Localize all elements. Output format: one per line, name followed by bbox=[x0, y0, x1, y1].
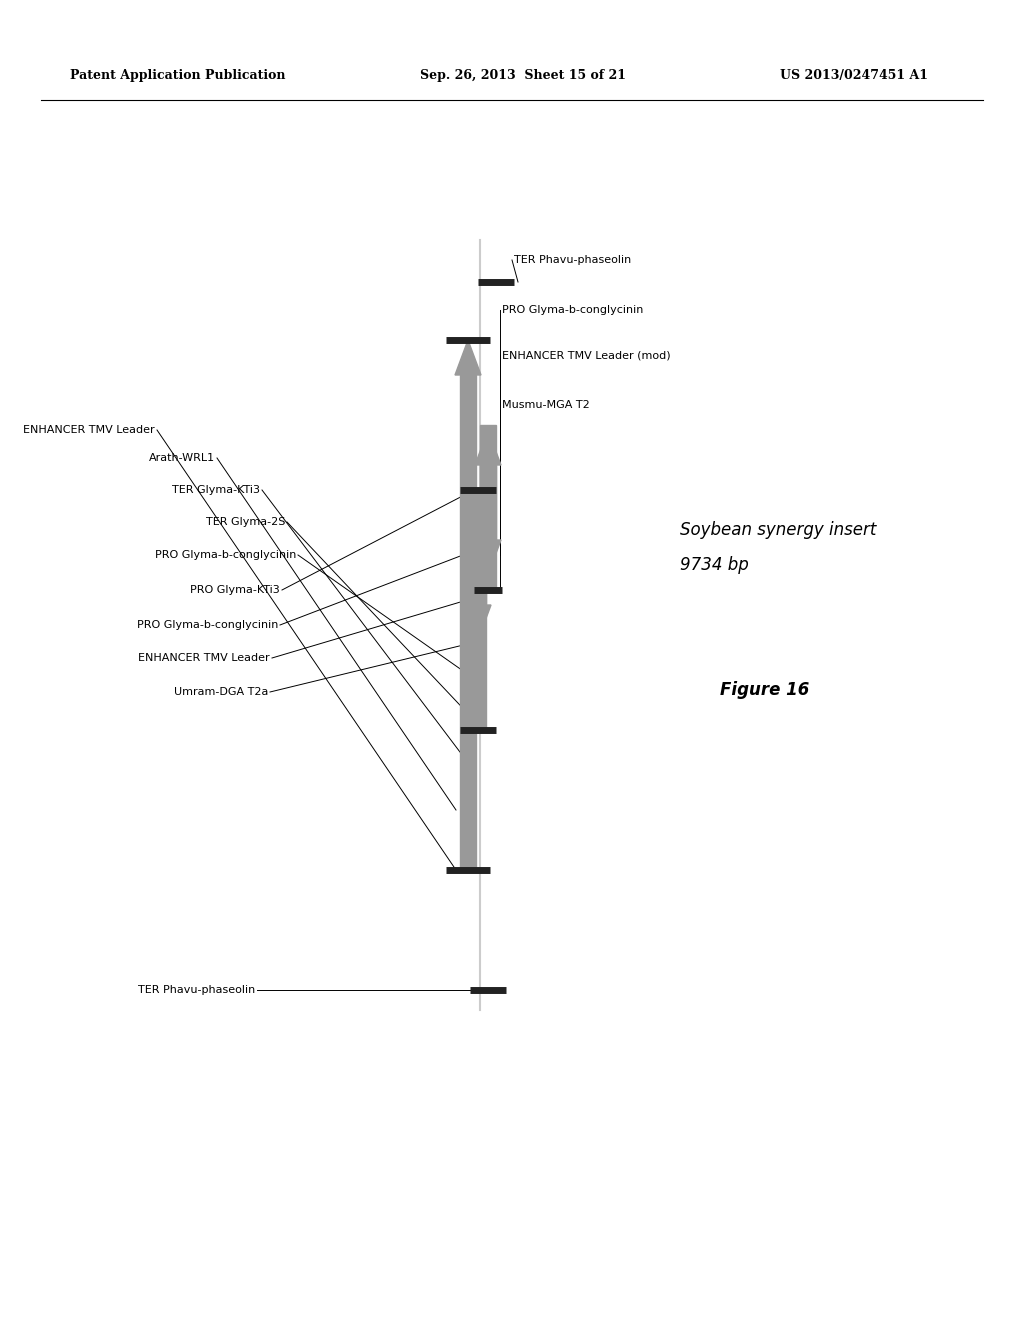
Text: TER Phavu-phaseolin: TER Phavu-phaseolin bbox=[138, 985, 255, 995]
Text: PRO Glyma-b-conglycinin: PRO Glyma-b-conglycinin bbox=[502, 305, 643, 315]
Polygon shape bbox=[475, 430, 501, 465]
Text: US 2013/0247451 A1: US 2013/0247451 A1 bbox=[780, 69, 928, 82]
Bar bbox=[470, 490, 486, 605]
Text: Figure 16: Figure 16 bbox=[720, 681, 809, 700]
Text: TER Glyma-2S: TER Glyma-2S bbox=[206, 517, 285, 527]
Text: Soybean synergy insert: Soybean synergy insert bbox=[680, 521, 877, 539]
Text: TER Phavu-phaseolin: TER Phavu-phaseolin bbox=[514, 255, 631, 265]
Text: Musmu-MGA T2: Musmu-MGA T2 bbox=[502, 400, 590, 411]
Text: PRO Glyma-KTi3: PRO Glyma-KTi3 bbox=[190, 585, 280, 595]
Text: Arath-WRL1: Arath-WRL1 bbox=[148, 453, 215, 463]
Bar bbox=[480, 465, 496, 590]
Text: PRO Glyma-b-conglycinin: PRO Glyma-b-conglycinin bbox=[155, 550, 296, 560]
Text: 9734 bp: 9734 bp bbox=[680, 556, 749, 574]
Polygon shape bbox=[465, 605, 490, 640]
Polygon shape bbox=[475, 540, 501, 576]
Text: Umram-DGA T2a: Umram-DGA T2a bbox=[174, 686, 268, 697]
Polygon shape bbox=[465, 506, 490, 540]
Bar bbox=[470, 540, 486, 730]
Text: ENHANCER TMV Leader: ENHANCER TMV Leader bbox=[24, 425, 155, 436]
Bar bbox=[460, 375, 476, 870]
Text: PRO Glyma-b-conglycinin: PRO Glyma-b-conglycinin bbox=[136, 620, 278, 630]
Text: ENHANCER TMV Leader (mod): ENHANCER TMV Leader (mod) bbox=[502, 350, 671, 360]
Bar bbox=[480, 425, 496, 540]
Polygon shape bbox=[455, 341, 481, 375]
Text: TER Glyma-KTi3: TER Glyma-KTi3 bbox=[172, 484, 260, 495]
Text: Patent Application Publication: Patent Application Publication bbox=[70, 69, 286, 82]
Text: ENHANCER TMV Leader: ENHANCER TMV Leader bbox=[138, 653, 270, 663]
Text: Sep. 26, 2013  Sheet 15 of 21: Sep. 26, 2013 Sheet 15 of 21 bbox=[420, 69, 626, 82]
